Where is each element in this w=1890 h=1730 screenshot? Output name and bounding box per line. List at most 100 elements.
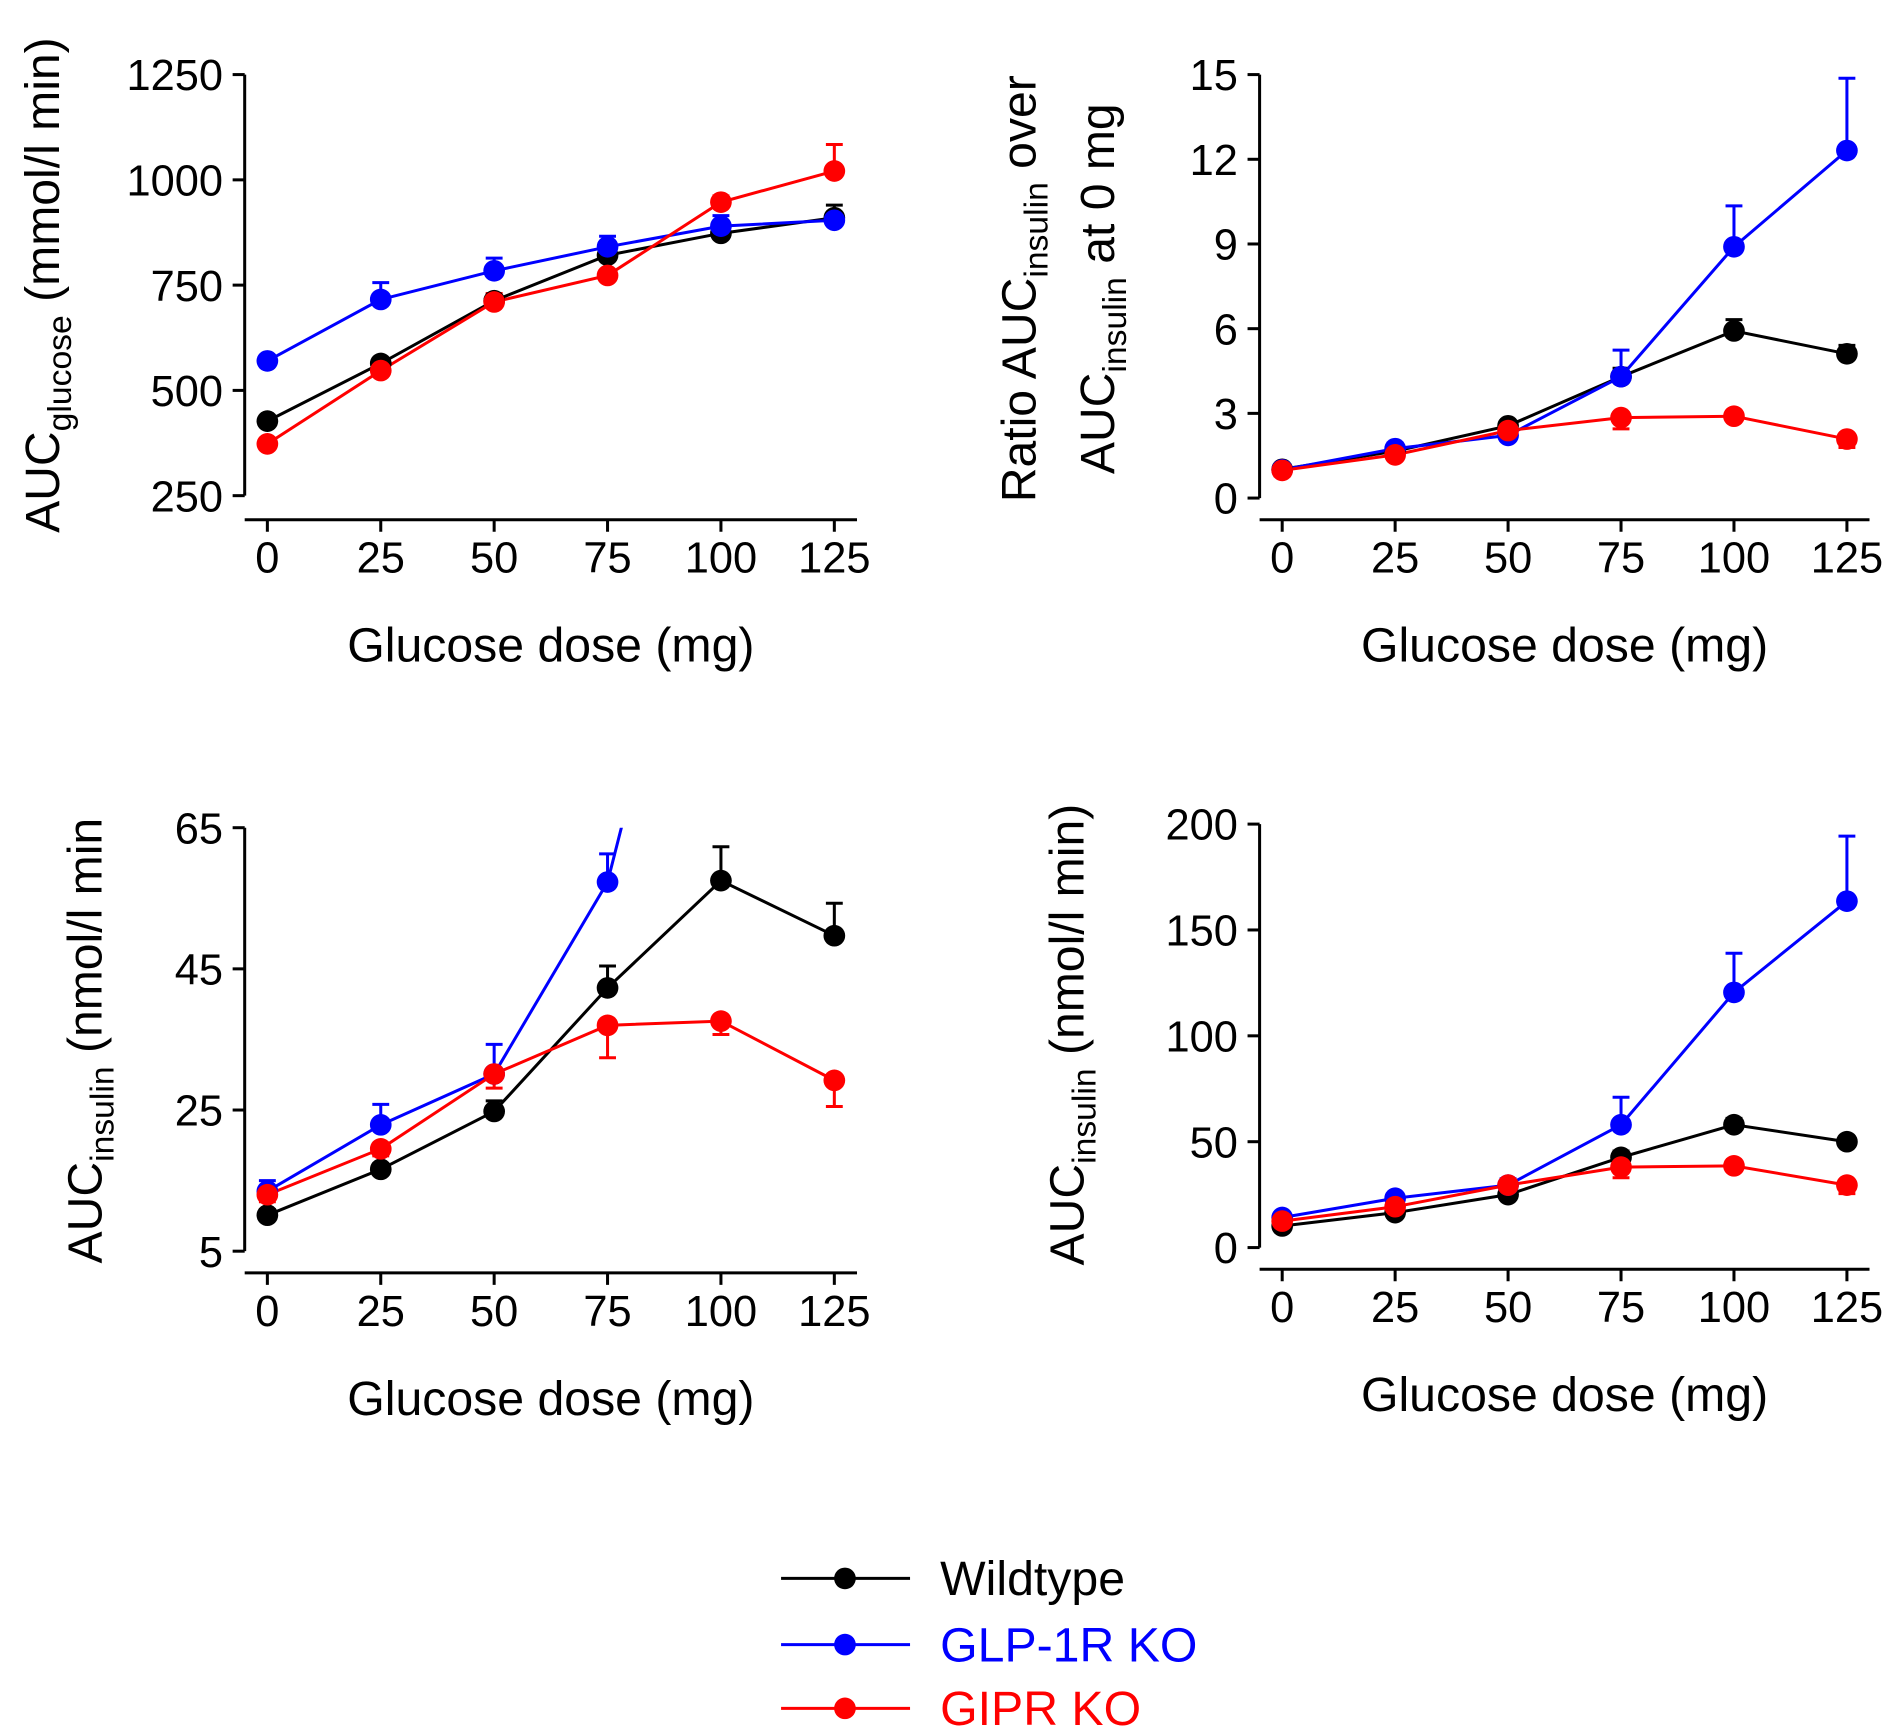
y-tick-label: 200 <box>1166 802 1238 850</box>
y-axis-label-part: (nmol/l min <box>58 818 112 1067</box>
x-tick-label: 75 <box>583 535 631 583</box>
data-point <box>1497 1174 1519 1196</box>
x-axis-label: Glucose dose (mg) <box>1361 1368 1768 1422</box>
data-point <box>483 259 505 282</box>
y-tick-label: 15 <box>1190 52 1238 100</box>
data-point <box>369 359 392 382</box>
data-point <box>1723 235 1745 258</box>
x-tick-label: 125 <box>1811 1284 1883 1332</box>
y-axis-label-part: insulin <box>1096 277 1134 372</box>
x-tick-label: 100 <box>685 535 757 583</box>
x-tick-label: 125 <box>798 535 870 583</box>
y-tick-label: 25 <box>175 1088 223 1136</box>
data-point <box>596 264 619 287</box>
x-tick-label: 25 <box>357 535 405 583</box>
legend-label: GIPR KO <box>940 1682 1141 1730</box>
series-line <box>1281 149 1848 472</box>
x-tick-label: 0 <box>1270 1284 1294 1332</box>
data-point <box>369 288 392 311</box>
data-point <box>596 871 619 893</box>
series-line <box>1281 329 1848 471</box>
series-line <box>266 218 835 363</box>
y-axis-label: AUCinsulin (nmol/l min) <box>1041 804 1104 1266</box>
y-tick-label: 1250 <box>126 52 223 100</box>
x-tick-label: 25 <box>1371 535 1419 583</box>
x-tick-label: 100 <box>685 1288 757 1336</box>
data-point <box>1836 1130 1858 1153</box>
data-point <box>823 924 846 947</box>
y-tick-label: 3 <box>1214 391 1238 439</box>
x-tick-label: 25 <box>1371 1284 1419 1332</box>
y-tick-label: 0 <box>1214 476 1238 524</box>
x-tick-label: 50 <box>1484 535 1532 583</box>
series-line <box>1281 414 1848 472</box>
data-point <box>1610 365 1632 388</box>
data-point <box>369 1138 392 1160</box>
plot-area <box>1271 76 1858 482</box>
data-point <box>256 433 279 455</box>
legend-label: Wildtype <box>940 1552 1125 1606</box>
data-point <box>1836 342 1858 365</box>
y-axis-label-part: AUC <box>1071 373 1125 475</box>
legend-label: GLP-1R KO <box>940 1618 1197 1672</box>
y-axis-label-part: (nmol/l min) <box>1041 804 1095 1069</box>
data-point <box>1497 419 1519 442</box>
y-axis-label: AUCglucose (mmol/l min) <box>16 37 79 533</box>
data-point <box>256 1204 279 1227</box>
data-point <box>369 1158 392 1181</box>
x-tick-label: 50 <box>1484 1284 1532 1332</box>
series-line <box>266 169 835 446</box>
x-tick-label: 0 <box>255 535 279 583</box>
data-point <box>483 1100 505 1123</box>
data-point <box>369 1114 392 1136</box>
y-tick-label: 500 <box>151 368 223 416</box>
data-point <box>1610 1113 1632 1136</box>
data-point <box>1836 139 1858 162</box>
data-point <box>483 1063 505 1085</box>
data-point <box>1384 1195 1406 1218</box>
y-axis-label-part: AUC <box>58 1162 112 1264</box>
series-line <box>1281 899 1848 1219</box>
data-point <box>1271 459 1294 482</box>
y-tick-label: 250 <box>151 473 223 521</box>
data-point <box>1723 1113 1745 1136</box>
data-point <box>1610 406 1632 429</box>
data-point <box>1723 405 1745 428</box>
plot-area <box>256 305 846 1227</box>
y-axis-label-part: AUC <box>1041 1164 1095 1266</box>
x-axis-label: Glucose dose (mg) <box>1361 619 1768 673</box>
y-axis-label-part: insulin <box>1017 182 1055 277</box>
y-axis-label: AUCinsulin at 0 mg <box>1071 103 1134 474</box>
error-bar <box>1838 76 1856 151</box>
data-point <box>1836 890 1858 912</box>
series-line <box>1281 1164 1848 1223</box>
x-tick-label: 75 <box>1597 1284 1645 1332</box>
x-tick-label: 50 <box>470 1288 518 1336</box>
data-point <box>596 1014 619 1037</box>
x-tick-label: 25 <box>357 1288 405 1336</box>
y-tick-label: 100 <box>1166 1014 1238 1062</box>
data-point <box>710 425 732 447</box>
x-tick-label: 50 <box>470 535 518 583</box>
data-point <box>1384 444 1406 466</box>
legend-marker <box>834 1633 856 1656</box>
y-tick-label: 750 <box>151 263 223 311</box>
data-point <box>1723 1155 1745 1177</box>
legend-marker <box>834 1567 856 1590</box>
plot-area <box>1271 834 1858 1237</box>
data-point <box>710 191 732 214</box>
y-tick-label: 65 <box>175 805 223 853</box>
data-point <box>1723 981 1745 1004</box>
y-axis-label-part: at 0 mg <box>1071 103 1125 277</box>
x-tick-label: 125 <box>1811 535 1883 583</box>
y-tick-label: 5 <box>199 1229 223 1277</box>
y-axis-label-part: AUC <box>16 431 70 533</box>
y-axis-label-part: insulin <box>83 1066 121 1161</box>
x-axis-label: Glucose dose (mg) <box>347 619 754 673</box>
x-tick-label: 100 <box>1698 535 1770 583</box>
data-point <box>823 160 846 182</box>
error-bar <box>712 305 729 436</box>
data-point <box>1836 428 1858 450</box>
data-point <box>710 869 732 892</box>
series-line <box>266 878 835 1217</box>
